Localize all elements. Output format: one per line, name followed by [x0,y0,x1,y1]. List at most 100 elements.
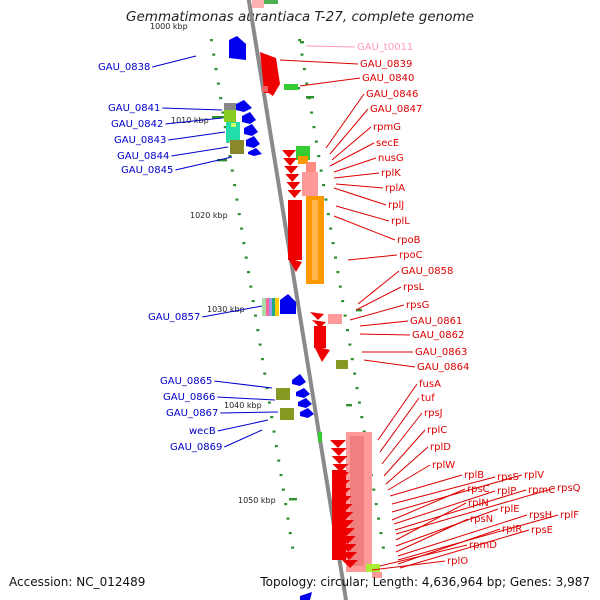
gc-tick-right [329,227,333,230]
gene-block [302,172,318,196]
leader-line-minus [175,156,233,171]
leader-line-plus [305,45,356,48]
gene-label-plus: rplA [385,183,405,194]
leader-line-minus [214,380,273,389]
gene-arrow-plus [314,346,330,362]
gc-tick-left [242,242,246,245]
leader-line-minus [224,429,263,448]
gene-arrow-plus [331,456,348,464]
leader-line-plus [381,412,423,465]
gene-label-minus: GAU_0845 [121,165,173,176]
gc-tick [212,116,224,119]
gc-tick-right [336,271,340,274]
leader-line-plus [279,59,359,65]
leader-line-minus [202,305,263,318]
leader-line-plus [389,474,463,497]
gene-label-minus: GAU_0866 [163,392,215,403]
gc-tick-left [291,546,295,549]
gene-block [314,326,326,348]
gc-tick-left [240,227,244,230]
feature-track [224,0,382,600]
gc-tick-left [235,198,239,201]
gene-label-minus: GAU_0842 [111,119,163,130]
scale-label: 1040 kbp [224,401,262,410]
gene-label-plus: rplL [391,216,410,227]
gene-label-minus: GAU_0869 [170,442,222,453]
leader-line-plus [391,488,466,521]
gc-tick-right [322,184,326,187]
gene-arrow-minus [229,36,246,60]
scale-label: 1010 kbp [171,116,209,125]
leader-line-minus [165,117,223,125]
gene-arrow-minus [280,294,296,314]
gene-block [264,88,274,93]
gene-arrow-minus [246,136,260,148]
gene-arrow-plus [312,320,326,328]
gene-label-plus: rpsN [470,514,493,525]
gene-block [269,298,272,316]
gene-block [328,314,342,324]
gc-tick-right [298,39,302,42]
leader-line-plus [333,187,387,206]
gc-tick-left [251,300,255,303]
gc-tick-right [333,256,337,259]
leader-line-minus [152,55,197,68]
gene-arrow-minus [296,388,310,398]
gene-label-minus: GAU_0838 [98,62,150,73]
gene-block [275,298,279,316]
gene-arrow-plus [330,448,347,456]
gene-label-plus: rplF [560,510,579,521]
gc-tick-right [377,517,381,520]
gene-label-plus: GAU_0840 [362,73,414,84]
gene-arrow-plus [310,312,324,320]
gc-tick-right [317,155,321,158]
gc-tick-right [300,53,304,56]
gene-label-plus: nusG [378,153,404,164]
gc-tick-left [258,343,262,346]
gene-label-minus: GAU_0867 [166,408,218,419]
gc-tick-left [216,82,220,85]
gc-tick-right [326,213,330,216]
gene-block [336,360,348,369]
leader-line-plus [395,518,469,553]
leader-line-plus [335,183,384,189]
gene-label-plus: rplE [500,504,520,515]
genome-summary: Topology: circular; Length: 4,636,964 bp… [260,575,590,589]
label-leaders [152,45,559,571]
gene-arrow-minus [300,408,314,418]
backbone-line [246,0,349,600]
gene-label-plus: rpsH [529,510,552,521]
gene-block [264,0,278,4]
gene-label-plus: GAU_0858 [401,266,453,277]
gc-tick-left [263,372,267,375]
gc-tick-left [288,532,292,535]
leader-line-plus [383,429,426,477]
gc-tick-left [277,459,281,462]
leader-line-plus [357,270,400,305]
gene-label-plus: rplR [502,524,522,535]
gene-block [288,200,302,260]
gene-block [332,470,346,560]
leader-line-minus [168,131,226,141]
leader-line-plus [371,560,446,571]
gc-tick [300,41,304,44]
gc-tick-left [219,97,223,100]
gene-arrow-minus [248,148,262,156]
gene-block [312,200,318,280]
gene-label-plus: GAU_t0011 [357,42,413,53]
gene-label-plus: GAU_0846 [366,89,418,100]
gene-block [266,298,269,316]
gene-label-plus: rpoB [397,235,421,246]
leader-line-plus [379,397,420,453]
leader-line-plus [355,286,402,311]
gene-arrow-minus [292,374,306,386]
leader-line-plus [394,489,527,531]
gene-arrow-plus [342,560,358,568]
gene-labels: GAU_0838 GAU_0841 GAU_0842 GAU_0843 GAU_0844… [98,42,581,567]
gc-tick-right [331,242,335,245]
gc-tick-left [249,285,253,288]
gene-label-plus: GAU_0839 [360,59,412,70]
gene-label-plus: rplV [524,470,544,481]
gene-arrow-plus [332,464,349,472]
